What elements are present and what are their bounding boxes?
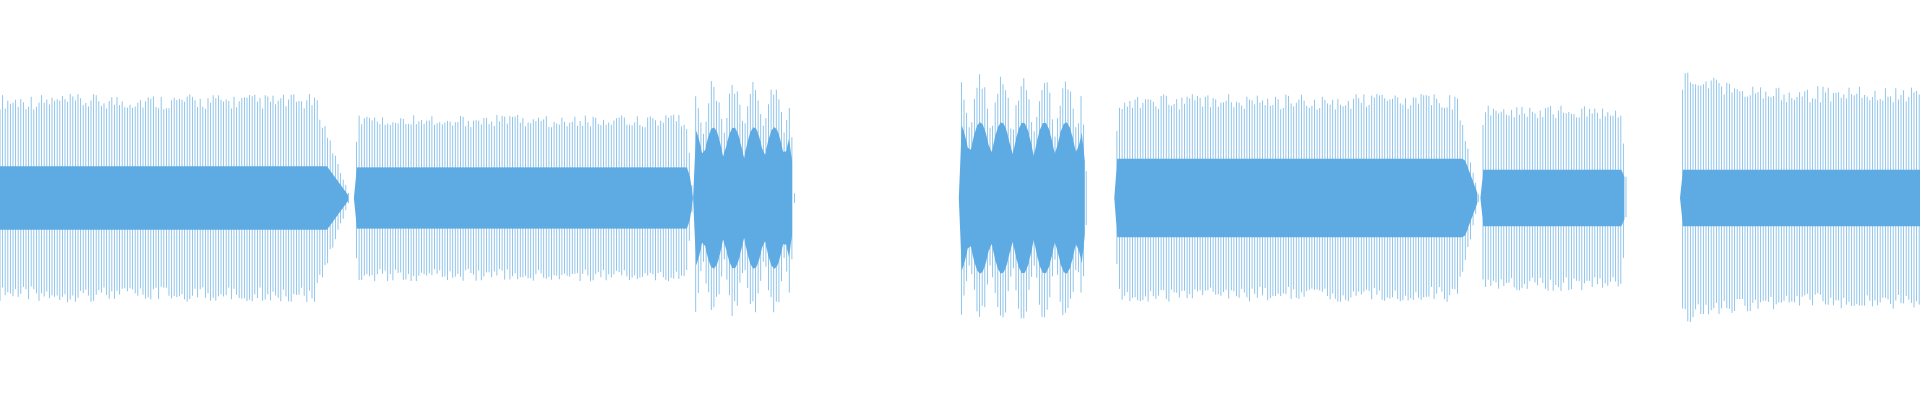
waveform-core <box>1480 169 1625 227</box>
waveform-core <box>1680 169 1920 227</box>
waveform-core <box>0 166 348 230</box>
waveform-core <box>353 167 693 229</box>
waveform-core <box>693 127 793 269</box>
waveform-core <box>958 122 1085 274</box>
waveform-core <box>1114 158 1478 238</box>
